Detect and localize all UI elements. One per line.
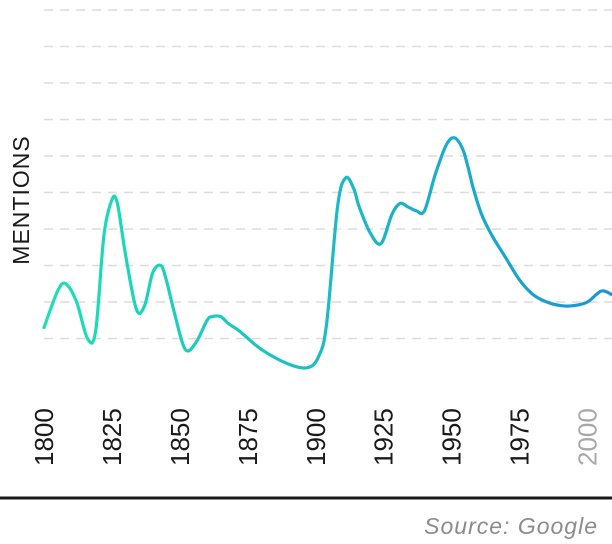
x-tick-label-1875: 1875 xyxy=(233,408,263,466)
x-tick-label-1825: 1825 xyxy=(97,408,127,466)
source-note: Source: Google xyxy=(424,513,598,539)
x-tick-label-1800: 1800 xyxy=(29,408,59,466)
y-axis-label: MENTIONS xyxy=(8,135,34,264)
x-tick-label-1950: 1950 xyxy=(437,408,467,466)
x-tick-labels: 1800 1825 1850 1875 1900 1925 1950 1975 2000 xyxy=(29,408,603,466)
x-tick-label-1925: 1925 xyxy=(369,408,399,466)
x-tick-label-1850: 1850 xyxy=(165,408,195,466)
x-tick-label-1900: 1900 xyxy=(301,408,331,466)
x-tick-label-1975: 1975 xyxy=(505,408,535,466)
series-line xyxy=(42,136,612,370)
x-tick-label-2000: 2000 xyxy=(573,408,603,466)
